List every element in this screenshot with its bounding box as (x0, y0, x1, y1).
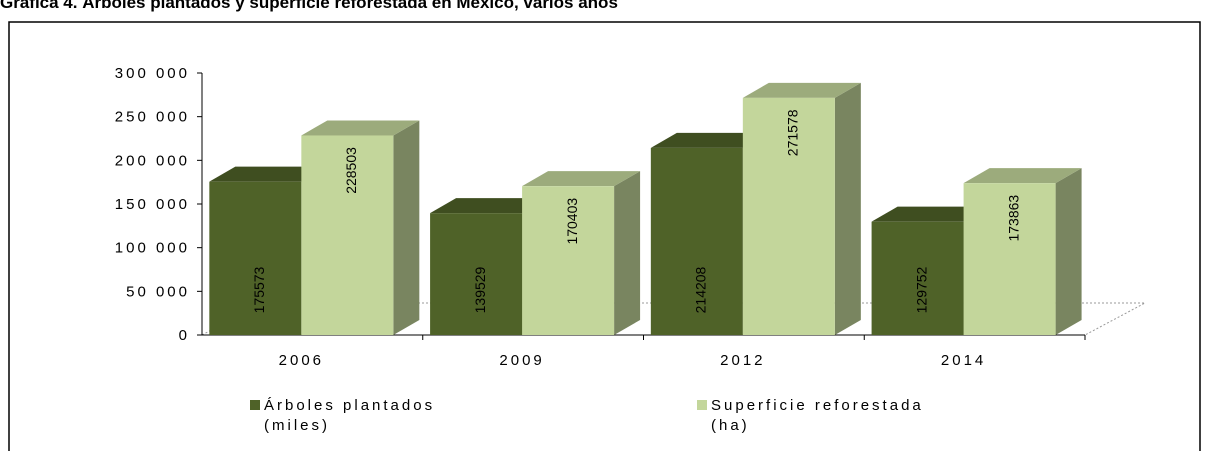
value-label: 129752 (913, 266, 929, 313)
bar (522, 186, 615, 335)
y-tick-label: 0 (179, 327, 190, 344)
bar (301, 135, 394, 335)
bar (871, 221, 964, 335)
y-tick-label: 300 000 (115, 65, 190, 82)
bar (650, 147, 743, 335)
y-tick-label: 200 000 (115, 152, 190, 169)
bar (963, 183, 1056, 335)
bar-side (393, 120, 420, 336)
legend-swatch (697, 400, 707, 410)
chart-title: Gráfica 4. Árboles plantados y superfici… (0, 0, 618, 12)
bar-side (614, 171, 641, 335)
bar-top (522, 171, 641, 187)
bar (209, 181, 302, 335)
bar-top (963, 168, 1082, 184)
y-tick-label: 100 000 (115, 240, 190, 257)
x-tick-label: 2012 (720, 352, 765, 369)
y-tick-label: 50 000 (126, 283, 190, 300)
bar-side (834, 82, 861, 336)
legend-swatch (250, 400, 260, 410)
chart-frame (8, 21, 1201, 451)
bar (742, 97, 835, 336)
bar-top (430, 198, 549, 214)
value-label: 271578 (785, 109, 801, 156)
legend-label: Árboles plantados (miles) (264, 397, 435, 434)
bar-top (301, 120, 420, 136)
bar-top (650, 132, 769, 148)
x-tick-label: 2006 (279, 352, 324, 369)
bar-top (209, 166, 328, 182)
x-tick-label: 2009 (499, 352, 544, 369)
y-tick-label: 250 000 (115, 109, 190, 126)
bar-side (1055, 168, 1082, 335)
y-tick-label: 150 000 (115, 196, 190, 213)
bar-top (871, 206, 990, 222)
value-label: 175573 (251, 266, 267, 313)
value-label: 214208 (693, 266, 709, 313)
legend-label: Superficie reforestada (ha) (711, 397, 924, 434)
bar (430, 213, 523, 335)
x-tick-label: 2014 (941, 352, 986, 369)
value-label: 228503 (343, 147, 359, 194)
value-label: 170403 (564, 198, 580, 245)
bar-top (742, 82, 861, 98)
value-label: 173863 (1005, 195, 1021, 242)
value-label: 139529 (472, 266, 488, 313)
